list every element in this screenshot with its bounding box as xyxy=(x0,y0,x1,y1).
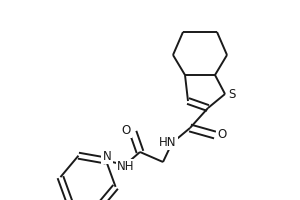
Text: N: N xyxy=(103,150,111,163)
Text: NH: NH xyxy=(117,160,135,173)
Text: S: S xyxy=(228,88,236,100)
Text: HN: HN xyxy=(159,136,177,148)
Text: O: O xyxy=(218,129,226,142)
Text: O: O xyxy=(122,123,130,136)
